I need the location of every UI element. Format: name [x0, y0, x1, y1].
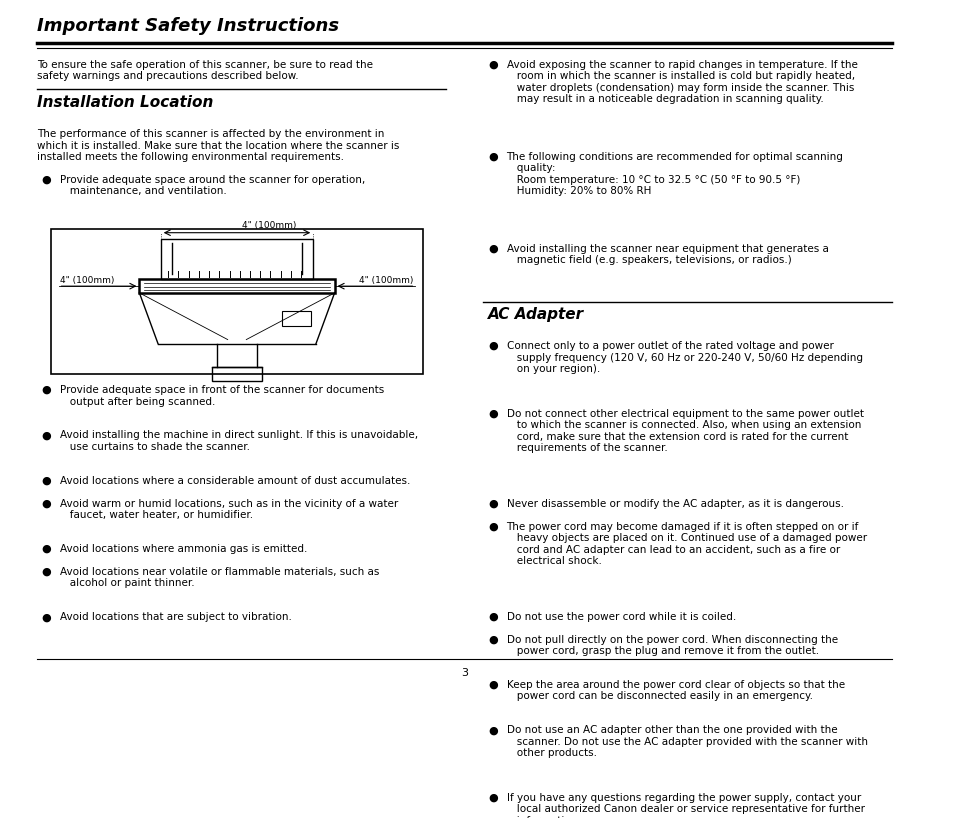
- Text: AC Adapter: AC Adapter: [487, 307, 583, 322]
- Text: Connect only to a power outlet of the rated voltage and power
   supply frequenc: Connect only to a power outlet of the ra…: [506, 341, 862, 374]
- Text: ●: ●: [487, 151, 497, 161]
- Text: ●: ●: [487, 522, 497, 532]
- Bar: [139, 280, 335, 293]
- Text: 4" (100mm): 4" (100mm): [60, 276, 114, 285]
- Text: Do not use the power cord while it is coiled.: Do not use the power cord while it is co…: [506, 612, 735, 622]
- Text: ●: ●: [487, 244, 497, 254]
- Text: Keep the area around the power cord clear of objects so that the
   power cord c: Keep the area around the power cord clea…: [506, 680, 843, 702]
- Text: 4" (100mm): 4" (100mm): [241, 221, 295, 230]
- Text: ●: ●: [42, 498, 51, 509]
- Text: ●: ●: [42, 612, 51, 622]
- Text: Never disassemble or modify the AC adapter, as it is dangerous.: Never disassemble or modify the AC adapt…: [506, 498, 842, 509]
- Text: ●: ●: [42, 567, 51, 577]
- Text: Avoid locations where a considerable amount of dust accumulates.: Avoid locations where a considerable amo…: [60, 475, 411, 486]
- Text: ●: ●: [487, 408, 497, 419]
- Bar: [212, 367, 262, 381]
- Text: ●: ●: [487, 680, 497, 690]
- Text: If you have any questions regarding the power supply, contact your
   local auth: If you have any questions regarding the …: [506, 793, 863, 818]
- Text: Avoid installing the scanner near equipment that generates a
   magnetic field (: Avoid installing the scanner near equipm…: [506, 244, 827, 265]
- Text: ●: ●: [42, 544, 51, 554]
- Text: ●: ●: [487, 726, 497, 735]
- Text: Avoid warm or humid locations, such as in the vicinity of a water
   faucet, wat: Avoid warm or humid locations, such as i…: [60, 498, 398, 520]
- Text: The performance of this scanner is affected by the environment in
which it is in: The performance of this scanner is affec…: [37, 129, 399, 163]
- Text: ●: ●: [42, 385, 51, 395]
- Text: ●: ●: [487, 60, 497, 70]
- Text: ●: ●: [487, 341, 497, 351]
- Text: ●: ●: [487, 793, 497, 802]
- Text: Avoid locations where ammonia gas is emitted.: Avoid locations where ammonia gas is emi…: [60, 544, 308, 554]
- Text: Provide adequate space around the scanner for operation,
   maintenance, and ven: Provide adequate space around the scanne…: [60, 174, 365, 196]
- Text: Important Safety Instructions: Important Safety Instructions: [37, 17, 339, 35]
- Bar: [281, 311, 311, 326]
- Bar: [161, 240, 313, 280]
- Text: ●: ●: [42, 475, 51, 486]
- Text: ●: ●: [487, 612, 497, 622]
- Text: Avoid locations near volatile or flammable materials, such as
   alcohol or pain: Avoid locations near volatile or flammab…: [60, 567, 379, 588]
- Text: Avoid locations that are subject to vibration.: Avoid locations that are subject to vibr…: [60, 612, 292, 622]
- Text: The following conditions are recommended for optimal scanning
   quality:
   Roo: The following conditions are recommended…: [506, 151, 842, 196]
- Text: The power cord may become damaged if it is often stepped on or if
   heavy objec: The power cord may become damaged if it …: [506, 522, 865, 566]
- Text: Avoid installing the machine in direct sunlight. If this is unavoidable,
   use : Avoid installing the machine in direct s…: [60, 430, 418, 452]
- Text: ●: ●: [42, 174, 51, 185]
- Text: ●: ●: [487, 498, 497, 509]
- Text: To ensure the safe operation of this scanner, be sure to read the
safety warning: To ensure the safe operation of this sca…: [37, 60, 373, 81]
- Bar: [51, 229, 422, 374]
- Text: ●: ●: [42, 430, 51, 440]
- Text: Do not pull directly on the power cord. When disconnecting the
   power cord, gr: Do not pull directly on the power cord. …: [506, 635, 837, 656]
- Text: 4" (100mm): 4" (100mm): [359, 276, 414, 285]
- Text: Provide adequate space in front of the scanner for documents
   output after bei: Provide adequate space in front of the s…: [60, 385, 384, 407]
- Text: Avoid exposing the scanner to rapid changes in temperature. If the
   room in wh: Avoid exposing the scanner to rapid chan…: [506, 60, 857, 105]
- Text: 3: 3: [460, 667, 468, 677]
- Text: ●: ●: [487, 635, 497, 645]
- Text: Do not connect other electrical equipment to the same power outlet
   to which t: Do not connect other electrical equipmen…: [506, 408, 862, 453]
- Text: Installation Location: Installation Location: [37, 95, 213, 110]
- Text: Do not use an AC adapter other than the one provided with the
   scanner. Do not: Do not use an AC adapter other than the …: [506, 726, 866, 758]
